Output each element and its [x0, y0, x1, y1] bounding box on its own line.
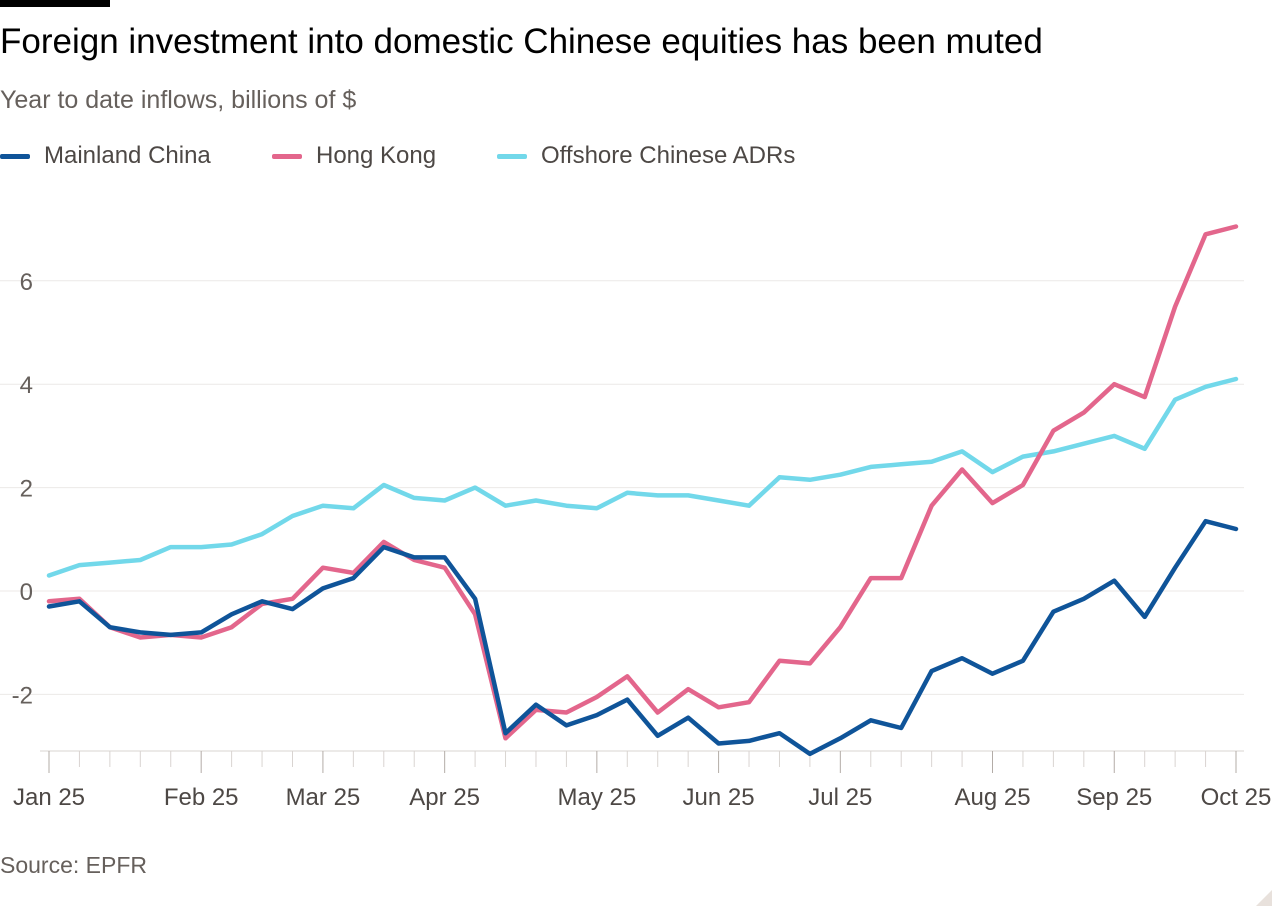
legend-label-offshore-adrs: Offshore Chinese ADRs: [541, 142, 796, 169]
x-tick-label: May 25: [557, 784, 636, 811]
brand-bar: [0, 0, 110, 7]
x-tick-label: Oct 25: [1201, 784, 1272, 811]
legend-swatch-hong-kong: [272, 153, 302, 159]
chart-title: Foreign investment into domestic Chinese…: [0, 22, 1043, 61]
x-tick-label: Aug 25: [954, 784, 1030, 811]
y-tick-label: 4: [20, 372, 33, 399]
x-tick-label: Sep 25: [1076, 784, 1152, 811]
x-tick-label: Apr 25: [409, 784, 480, 811]
y-tick-label: 6: [20, 269, 33, 296]
legend-swatch-mainland-china: [0, 153, 30, 159]
x-tick-label: Feb 25: [164, 784, 239, 811]
legend-label-hong-kong: Hong Kong: [316, 142, 437, 169]
legend-swatch-offshore-adrs: [497, 153, 527, 159]
series-line-offshore-adrs: [46, 376, 1239, 578]
series-line-mainland-china: [46, 518, 1239, 757]
legend-label-mainland-china: Mainland China: [44, 142, 211, 169]
legend-item-offshore-adrs: Offshore Chinese ADRs: [497, 142, 795, 170]
y-tick-label: 0: [20, 579, 33, 606]
x-tick-label: Mar 25: [286, 784, 361, 811]
chart-subtitle: Year to date inflows, billions of $: [0, 86, 357, 114]
corner-mark: [1256, 890, 1272, 906]
x-tick-label: Jul 25: [808, 784, 872, 811]
x-tick-label: Jan 25: [13, 784, 85, 811]
legend-item-mainland-china: Mainland China: [0, 142, 211, 170]
source-note: Source: EPFR: [0, 852, 147, 878]
y-tick-label: 2: [20, 476, 33, 503]
legend-item-hong-kong: Hong Kong: [272, 142, 436, 170]
x-tick-label: Jun 25: [683, 784, 755, 811]
y-tick-label: -2: [12, 682, 33, 709]
series-line-hong-kong: [46, 224, 1239, 741]
